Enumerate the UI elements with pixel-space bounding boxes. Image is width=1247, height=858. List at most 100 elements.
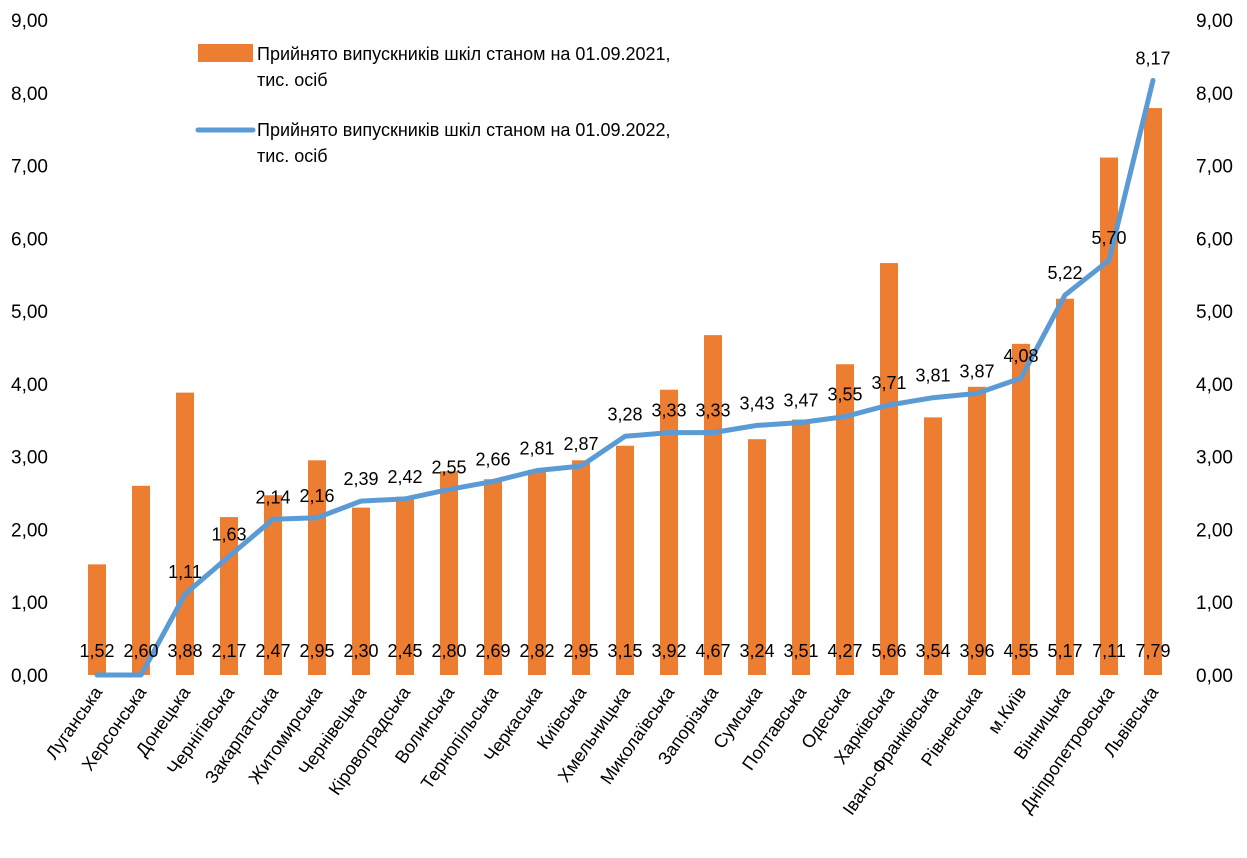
line-value-label: 1,11 xyxy=(168,562,202,582)
line-value-label: 3,55 xyxy=(827,385,862,405)
legend-label-2021: Прийнято випускників шкіл станом на 01.0… xyxy=(257,44,671,64)
bar-value-label: 2,17 xyxy=(211,641,246,661)
y-tick-label-right: 7,00 xyxy=(1196,157,1233,178)
y-tick-label-right: 3,00 xyxy=(1196,448,1233,469)
bar xyxy=(88,564,106,675)
y-tick-label-left: 0,00 xyxy=(11,666,48,687)
y-tick-label-left: 9,00 xyxy=(11,11,48,32)
bar-value-label: 4,55 xyxy=(1003,641,1038,661)
bar-value-label: 3,15 xyxy=(607,641,642,661)
y-tick-label-left: 5,00 xyxy=(11,302,48,323)
category-label: м.Київ xyxy=(984,683,1030,737)
y-tick-label-left: 7,00 xyxy=(11,157,48,178)
bar-value-label: 2,95 xyxy=(299,641,334,661)
line-value-label: 3,71 xyxy=(871,373,906,393)
line-value-label: 5,70 xyxy=(1091,228,1126,248)
bar-value-label: 2,69 xyxy=(475,641,510,661)
bar xyxy=(440,471,458,675)
right-y-axis: 0,00 1,00 2,00 3,00 4,00 5,00 6,00 7,00 8,00 9,00 xyxy=(1196,11,1233,687)
line-value-label: 3,33 xyxy=(651,401,686,421)
y-tick-label-left: 2,00 xyxy=(11,520,48,541)
line-value-label: 2,39 xyxy=(343,469,378,489)
line-value-label: 3,28 xyxy=(607,404,642,424)
bar xyxy=(616,445,634,675)
bar xyxy=(1056,298,1074,675)
y-tick-label-right: 0,00 xyxy=(1196,666,1233,687)
y-tick-label-left: 3,00 xyxy=(11,448,48,469)
legend: Прийнято випускників шкіл станом на 01.0… xyxy=(195,44,671,166)
bar xyxy=(528,469,546,675)
bar-value-label: 5,66 xyxy=(871,641,906,661)
bar xyxy=(572,460,590,675)
line-value-label: 3,81 xyxy=(915,366,950,386)
bar xyxy=(396,496,414,675)
bar xyxy=(880,263,898,675)
bar xyxy=(660,389,678,675)
bar-value-label: 3,51 xyxy=(783,641,818,661)
bar-value-label: 4,67 xyxy=(695,641,730,661)
y-tick-label-right: 4,00 xyxy=(1196,375,1233,396)
bar-value-label: 2,95 xyxy=(563,641,598,661)
line-value-label: 2,42 xyxy=(387,467,422,487)
line-series-2022 xyxy=(94,77,1156,678)
bar-value-label: 7,11 xyxy=(1092,641,1126,661)
series-line xyxy=(94,77,1156,678)
bar xyxy=(176,392,194,675)
bar-value-label: 7,79 xyxy=(1135,641,1170,661)
line-value-label: 3,43 xyxy=(739,393,774,413)
line-value-label: 5,22 xyxy=(1047,263,1082,283)
line-value-label: 3,33 xyxy=(695,401,730,421)
bar-value-label: 1,52 xyxy=(79,641,114,661)
bar xyxy=(836,364,854,675)
line-value-label: 2,55 xyxy=(431,457,466,477)
bar xyxy=(1144,108,1162,676)
line-value-label: 4,08 xyxy=(1003,346,1038,366)
bar xyxy=(352,507,370,675)
bar-value-label: 2,45 xyxy=(387,641,422,661)
bar-value-label: 3,54 xyxy=(915,641,950,661)
bar xyxy=(704,335,722,675)
line-value-label: 2,14 xyxy=(255,487,290,507)
legend-label-2022: тис. осіб xyxy=(257,146,328,166)
line-value-label: 1,63 xyxy=(211,524,246,544)
category-axis: ЛуганськаХерсонськаДонецькаЧернігівськаЗ… xyxy=(42,682,1163,819)
bar-value-label: 3,88 xyxy=(167,641,202,661)
bar xyxy=(264,495,282,675)
line-value-label: 2,66 xyxy=(475,449,510,469)
bar-value-label: 3,24 xyxy=(739,641,774,661)
line-data-labels: 1,11 1,63 2,14 2,16 2,39 2,42 2,55 2,66 2,81 2,87… xyxy=(168,48,1170,582)
y-tick-label-left: 4,00 xyxy=(11,375,48,396)
legend-label-2022: Прийнято випускників шкіл станом на 01.0… xyxy=(257,120,671,140)
bar xyxy=(484,479,502,675)
y-tick-label-left: 8,00 xyxy=(11,84,48,105)
y-tick-label-right: 5,00 xyxy=(1196,302,1233,323)
line-value-label: 2,16 xyxy=(299,486,334,506)
legend-swatch-bar xyxy=(198,44,253,62)
y-tick-label-right: 8,00 xyxy=(1196,84,1233,105)
bar xyxy=(924,417,942,675)
bar xyxy=(220,517,238,675)
line-value-label: 8,17 xyxy=(1135,48,1170,68)
bar xyxy=(1012,343,1030,675)
y-tick-label-right: 9,00 xyxy=(1196,11,1233,32)
y-tick-label-right: 1,00 xyxy=(1196,593,1233,614)
bar xyxy=(792,419,810,675)
bar xyxy=(748,439,766,675)
line-value-label: 3,87 xyxy=(959,361,994,381)
bar-value-label: 2,47 xyxy=(255,641,290,661)
line-value-label: 3,47 xyxy=(783,390,818,410)
y-tick-label-right: 2,00 xyxy=(1196,520,1233,541)
bar xyxy=(1100,157,1118,676)
bar xyxy=(132,485,150,675)
left-y-axis: 0,00 1,00 2,00 3,00 4,00 5,00 6,00 7,00 8,00 9,00 xyxy=(11,11,48,687)
y-tick-label-left: 6,00 xyxy=(11,229,48,250)
line-value-label: 2,87 xyxy=(563,434,598,454)
bar-value-label: 2,82 xyxy=(519,641,554,661)
bar xyxy=(968,386,986,675)
legend-label-2021: тис. осіб xyxy=(257,70,328,90)
bar-data-labels: 1,52 2,60 3,88 2,17 2,47 2,95 2,30 2,45 2,80 2,69… xyxy=(79,641,1170,661)
bar-value-label: 2,60 xyxy=(123,641,158,661)
bar-series-2021 xyxy=(88,108,1162,676)
bar-value-label: 4,27 xyxy=(827,641,862,661)
